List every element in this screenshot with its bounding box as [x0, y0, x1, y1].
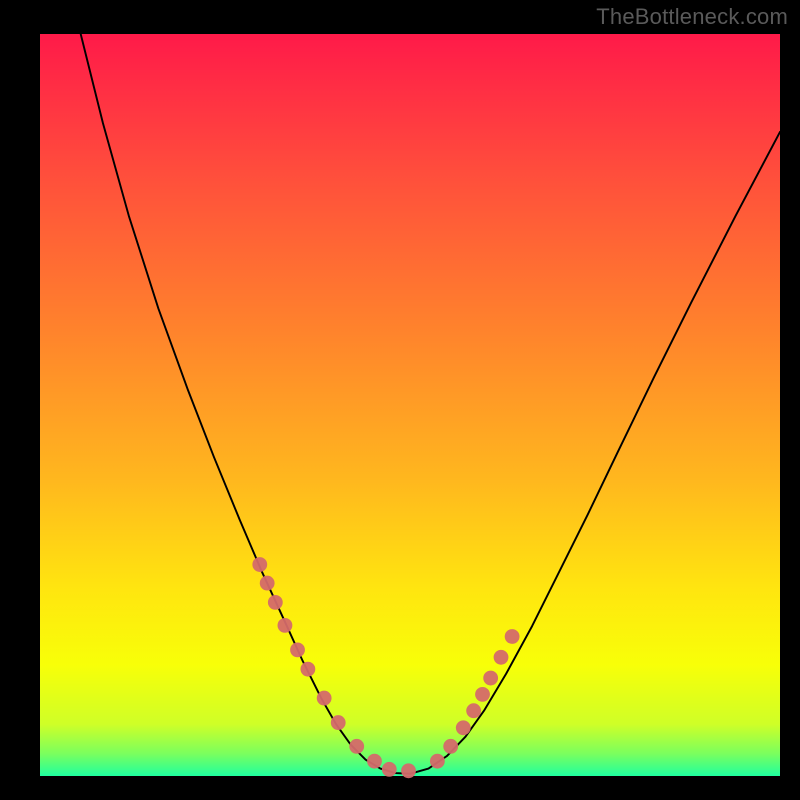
watermark-text: TheBottleneck.com — [596, 4, 788, 30]
data-marker — [466, 703, 481, 718]
data-marker — [268, 595, 283, 610]
data-marker — [317, 691, 332, 706]
data-marker — [443, 739, 458, 754]
data-marker — [483, 671, 498, 686]
data-marker — [430, 754, 445, 769]
chart-svg — [40, 34, 780, 776]
data-marker — [252, 557, 267, 572]
data-markers-group — [252, 557, 519, 778]
data-marker — [505, 629, 520, 644]
data-marker — [349, 739, 364, 754]
data-marker — [260, 576, 275, 591]
bottleneck-curve — [81, 34, 780, 774]
data-marker — [367, 754, 382, 769]
data-marker — [382, 762, 397, 777]
data-marker — [290, 642, 305, 657]
data-marker — [475, 687, 490, 702]
data-marker — [494, 650, 509, 665]
chart-plot-area — [40, 34, 780, 776]
data-marker — [331, 715, 346, 730]
data-marker — [300, 662, 315, 677]
data-marker — [401, 763, 416, 778]
data-marker — [456, 720, 471, 735]
data-marker — [278, 618, 293, 633]
